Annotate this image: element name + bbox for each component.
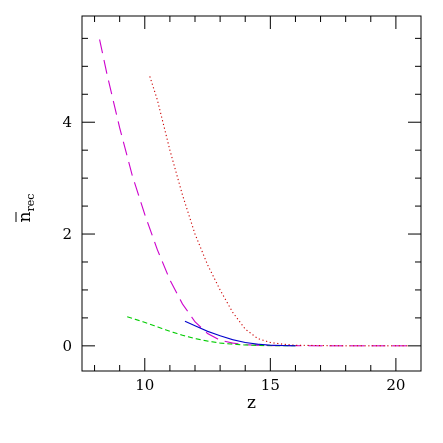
- y-tick-label: 0: [62, 337, 72, 355]
- series-line-2: [149, 76, 409, 347]
- y-tick-label: 4: [62, 113, 72, 131]
- svg-text:nrec: nrec: [15, 194, 37, 223]
- tick-labels: 10 15 20 0 2 4: [62, 113, 405, 394]
- series-line-1: [99, 39, 409, 347]
- series-layer: [99, 39, 409, 347]
- y-tick-label: 2: [62, 225, 72, 243]
- y-axis-title-sub: rec: [24, 194, 37, 212]
- series-line-4: [184, 320, 296, 347]
- x-axis-title: z: [247, 393, 256, 413]
- x-tick-label: 10: [135, 376, 154, 394]
- x-tick-label: 15: [261, 376, 280, 394]
- axis-ticks: [82, 16, 422, 371]
- y-axis-title-main: n: [15, 211, 35, 222]
- series-line-3: [127, 316, 296, 347]
- x-tick-label: 20: [386, 376, 405, 394]
- y-axis-title: nrec: [15, 194, 37, 223]
- plot-frame: [81, 15, 422, 372]
